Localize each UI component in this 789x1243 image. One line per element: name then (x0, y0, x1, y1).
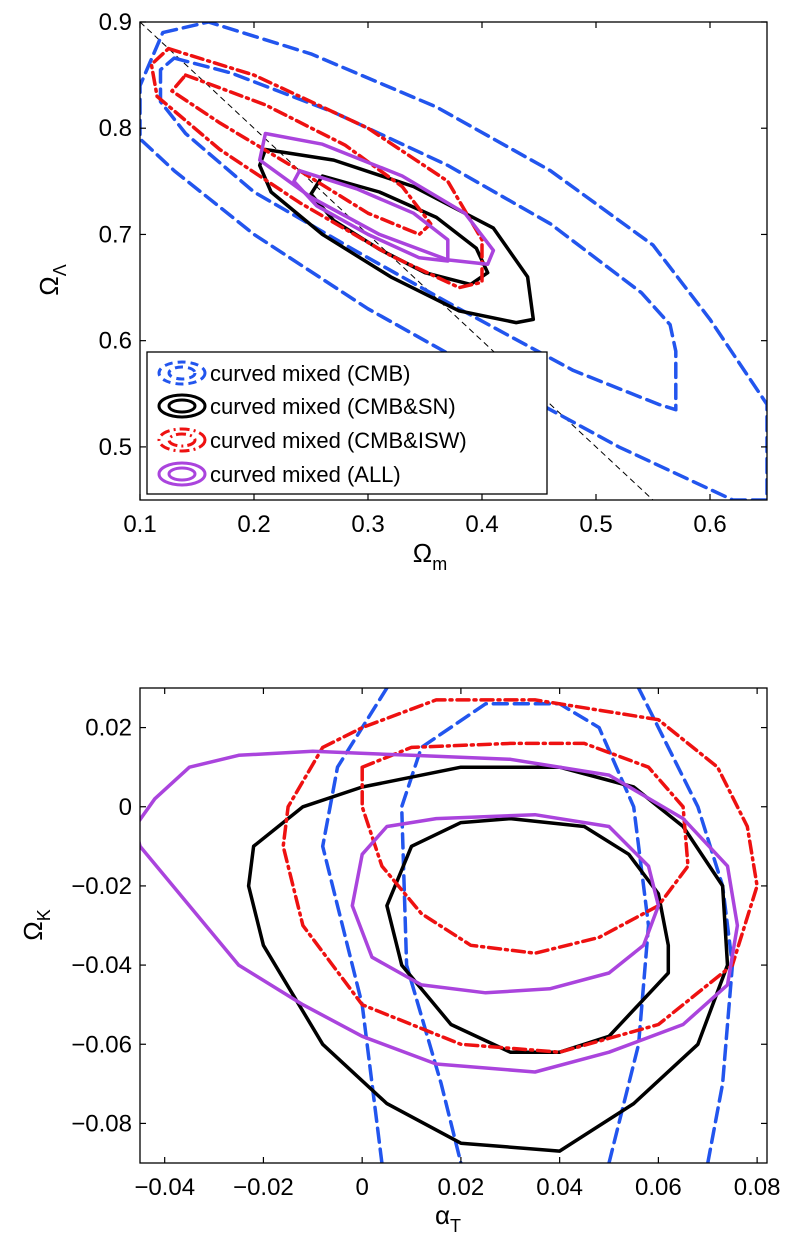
curved-mixed-all-contour-outer (140, 749, 740, 1074)
x-tick-label: 0.4 (465, 511, 498, 538)
legend-symbol-cmb-sn-outer (157, 393, 207, 419)
legend-symbol-cmb-inner (167, 365, 197, 381)
legend-label-cmb: curved mixed (CMB) (210, 361, 410, 386)
y-axis: 0.5 0.6 0.7 0.8 0.9 (99, 9, 767, 461)
curved-mixed-cmb-sn-contour-outer (257, 147, 536, 325)
curved-mixed-cmb-contour-outer (140, 22, 767, 500)
plot-area (140, 688, 767, 1163)
legend-symbol-cmb-isw-inner (167, 432, 197, 448)
x-tick-label: 0.04 (536, 1174, 583, 1201)
x-tick-label: −0.02 (233, 1174, 294, 1201)
curved-mixed-all-contour-inner (350, 812, 661, 995)
y-tick-label: 0.8 (99, 115, 132, 142)
bottom-panel: −0.04 −0.02 0 0.02 0.04 0.06 0.08 −0.08−0.06−0… (18, 687, 780, 1236)
x-axis: 0.1 0.2 0.3 0.4 0.5 0.6 (123, 22, 727, 538)
x-tick-label: 0.2 (237, 511, 270, 538)
x-tick-label: 0.08 (734, 1174, 781, 1201)
curved-mixed-cmb-line-1 (399, 702, 651, 1163)
legend-symbol-cmb-outer (157, 360, 207, 386)
x-tick-label: −0.04 (134, 1174, 195, 1201)
legend-entry-all: curved mixed (ALL) (157, 461, 401, 487)
x-tick-label: 0.6 (693, 511, 726, 538)
legend-symbol-cmb-isw-outer (157, 427, 207, 453)
x-tick-label: 0.5 (579, 511, 612, 538)
curved-mixed-all-contour-outer (257, 131, 496, 266)
x-tick-label: 0.06 (635, 1174, 682, 1201)
legend: curved mixed (CMB) curved mixed (CMB&SN)… (146, 351, 548, 495)
y-tick-label: −0.06 (71, 1031, 132, 1058)
top-panel: 0.1 0.2 0.3 0.4 0.5 0.6 0.5 0.6 0.7 0.8 0.9 Ωm ΩΛ… (34, 9, 768, 574)
legend-label-cmb-isw: curved mixed (CMB&ISW) (210, 428, 467, 453)
legend-symbol-all-inner (167, 466, 197, 482)
legend-symbol-cmb-sn-inner (167, 398, 197, 414)
legend-label-cmb-sn: curved mixed (CMB&SN) (210, 394, 456, 419)
y-tick-label: 0.5 (99, 434, 132, 461)
curved-mixed-cmb-sn-contour-inner (385, 816, 671, 1054)
contours (140, 22, 767, 500)
contours (140, 688, 759, 1163)
legend-box (146, 351, 548, 495)
y-tick-label: 0 (119, 794, 132, 821)
legend-entry-cmb-isw: curved mixed (CMB&ISW) (157, 427, 467, 453)
x-axis-label: αT (435, 1200, 461, 1236)
legend-label-all: curved mixed (ALL) (210, 462, 401, 487)
y-tick-label: 0.9 (99, 9, 132, 36)
axes-box (139, 21, 768, 501)
y-tick-label: −0.04 (71, 952, 132, 979)
x-tick-label: 0.3 (351, 511, 384, 538)
curved-mixed-cmb-contour-inner (158, 56, 678, 412)
x-axis-label: Ωm (413, 538, 447, 574)
y-tick-label: 0.7 (99, 221, 132, 248)
x-axis: −0.04 −0.02 0 0.02 0.04 0.06 0.08 (134, 688, 780, 1201)
x-tick-label: 0 (355, 1174, 368, 1201)
curved-mixed-cmb-isw-contour-outer (149, 46, 484, 290)
axes-box (139, 687, 768, 1164)
curved-mixed-cmb-isw-contour-inner (170, 73, 433, 237)
y-tick-label: 0.6 (99, 328, 132, 355)
curved-mixed-cmb-line-0 (320, 688, 389, 1163)
y-tick-label: −0.08 (71, 1110, 132, 1137)
y-tick-label: 0.02 (85, 715, 132, 742)
x-tick-label: 0.1 (123, 511, 156, 538)
y-axis-label: ΩK (18, 909, 54, 940)
y-tick-label: −0.02 (71, 873, 132, 900)
legend-entry-cmb: curved mixed (CMB) (157, 360, 410, 386)
x-tick-label: 0.02 (438, 1174, 485, 1201)
y-axis: −0.08 −0.06 −0.04 −0.02 0 0.02 (71, 715, 767, 1137)
legend-symbol-all-outer (157, 461, 207, 487)
y-axis-label: ΩΛ (34, 264, 70, 295)
legend-entry-cmb-sn: curved mixed (CMB&SN) (157, 393, 456, 419)
